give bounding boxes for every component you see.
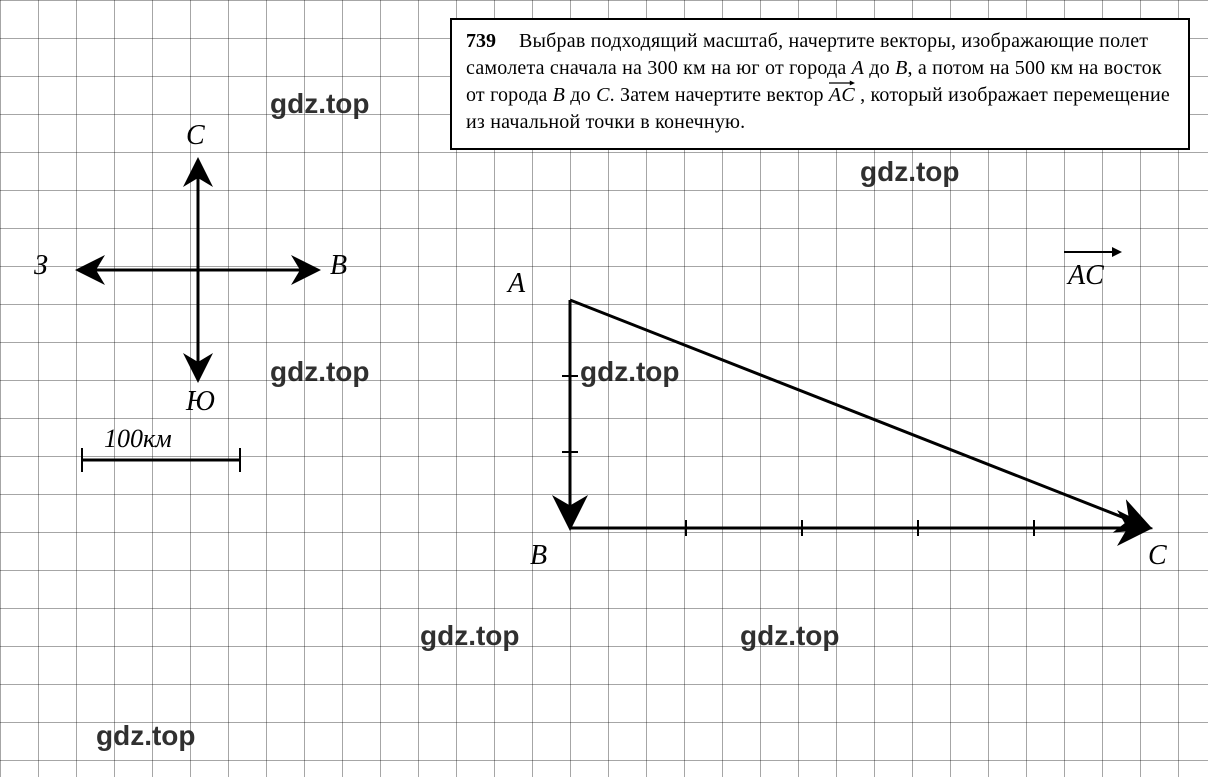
vector-AC-label: AC xyxy=(1068,260,1104,292)
vector-triangle-diagram xyxy=(0,0,1208,777)
label-B: B xyxy=(530,540,547,572)
label-A: A xyxy=(508,268,525,300)
vec-AC-text: AC xyxy=(1068,260,1104,291)
label-C: C xyxy=(1148,540,1167,572)
